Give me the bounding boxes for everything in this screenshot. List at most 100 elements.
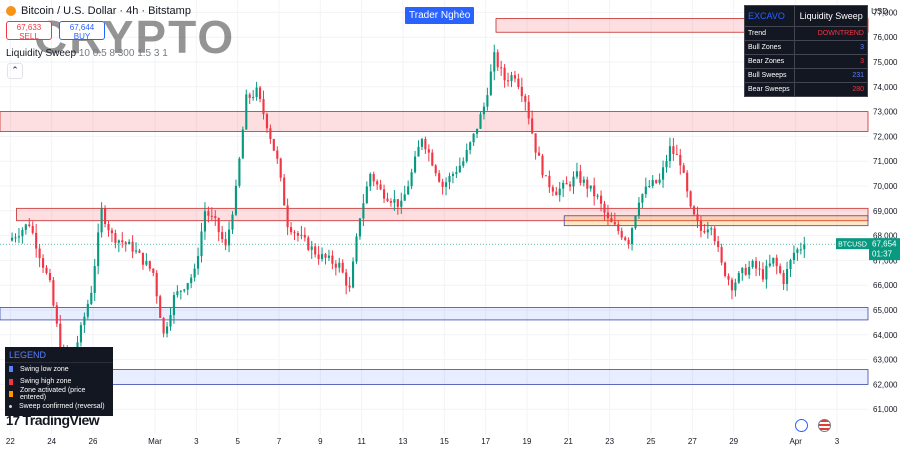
candle-body xyxy=(513,75,517,79)
x-tick-label: 3 xyxy=(835,437,840,446)
candle-body xyxy=(431,152,434,166)
candle-body xyxy=(789,260,792,269)
candle-body xyxy=(389,201,393,203)
candle-body xyxy=(796,249,799,253)
candle-body xyxy=(606,212,610,219)
candle-body xyxy=(369,173,372,187)
table-title-right: Liquidity Sweep xyxy=(794,5,868,27)
indicator-legend[interactable]: Liquidity Sweep 10 0.5 8 300 1.5 3 1 xyxy=(6,48,168,59)
candle-body xyxy=(575,171,579,177)
y-tick-label: 64,000 xyxy=(873,331,898,340)
candle-body xyxy=(338,262,341,268)
candle-body xyxy=(765,265,768,280)
candle-body xyxy=(300,234,303,236)
candle-body xyxy=(479,114,482,129)
candle-body xyxy=(93,266,96,293)
tradingview-logo[interactable]: 17 TradingView xyxy=(6,412,100,428)
candle-body xyxy=(661,167,665,180)
candle-body xyxy=(620,230,623,238)
candle-body xyxy=(152,268,155,273)
candle-body xyxy=(124,242,127,245)
table-row: Bull Zones 3 xyxy=(743,40,868,55)
x-tick-label: 22 xyxy=(6,437,15,446)
currency-label[interactable]: USD xyxy=(871,7,888,16)
candle-body xyxy=(186,283,189,290)
y-tick-label: 75,000 xyxy=(873,58,898,67)
candle-body xyxy=(630,228,634,245)
candle-body xyxy=(717,241,720,248)
candle-body xyxy=(672,146,675,155)
candle-body xyxy=(252,97,255,99)
candle-body xyxy=(696,214,699,221)
candle-body xyxy=(610,218,613,223)
candle-body xyxy=(451,173,455,176)
last-price-tag xyxy=(869,238,900,261)
candle-body xyxy=(403,194,406,201)
candle-body xyxy=(524,96,527,102)
x-tick-label: 29 xyxy=(729,437,738,446)
candle-body xyxy=(107,224,110,231)
candle-body xyxy=(196,256,200,269)
y-tick-label: 70,000 xyxy=(873,182,898,191)
candle-body xyxy=(241,129,244,159)
legend-label: Zone activated (price entered) xyxy=(19,387,86,402)
candle-body xyxy=(424,139,427,150)
bull-zone xyxy=(92,369,869,385)
candle-body xyxy=(469,142,472,151)
candle-body xyxy=(410,172,413,187)
candle-body xyxy=(245,94,248,130)
candle-body xyxy=(627,239,630,245)
table-row-value: DOWNTREND xyxy=(794,26,868,41)
candle-body xyxy=(562,182,565,189)
candle-body xyxy=(720,247,723,263)
candle-body xyxy=(396,199,399,207)
candle-body xyxy=(596,195,599,197)
legend-item: Swing high zone xyxy=(5,376,113,389)
candle-body xyxy=(224,239,227,246)
x-tick-label: 23 xyxy=(605,437,614,446)
legend-swatch xyxy=(9,391,13,398)
candle-body xyxy=(772,257,775,264)
candle-body xyxy=(441,181,444,187)
us-flag-icon[interactable] xyxy=(818,419,831,432)
x-tick-label: 9 xyxy=(318,437,323,446)
candle-body xyxy=(358,218,362,237)
brand-label: Trader Nghèo xyxy=(405,7,475,24)
candle-body xyxy=(565,182,568,185)
x-tick-label: 15 xyxy=(440,437,449,446)
candle-body xyxy=(785,268,789,284)
lightning-event-icon[interactable] xyxy=(795,419,808,432)
symbol-title[interactable]: Bitcoin / U.S. Dollar · 4h · Bitstamp xyxy=(21,5,191,17)
candle-body xyxy=(624,237,627,240)
candle-body xyxy=(699,220,703,231)
candle-body xyxy=(90,292,93,304)
candle-body xyxy=(486,95,489,107)
candle-body xyxy=(248,94,251,98)
candle-body xyxy=(31,225,34,233)
candle-body xyxy=(351,261,355,288)
candle-body xyxy=(155,272,158,297)
y-tick-label: 73,000 xyxy=(873,108,898,117)
candle-body xyxy=(145,261,148,265)
candle-body xyxy=(283,177,286,206)
buy-button[interactable]: 67,644 BUY xyxy=(59,21,105,41)
x-tick-label: 11 xyxy=(358,437,367,446)
candle-body xyxy=(586,179,589,189)
candle-body xyxy=(658,179,661,183)
candle-body xyxy=(317,254,320,259)
table-row-value: 3 xyxy=(794,40,868,55)
table-row-value: 280 xyxy=(794,82,868,97)
chart-header: Bitcoin / U.S. Dollar · 4h · Bitstamp xyxy=(6,5,191,17)
candle-body xyxy=(331,255,334,264)
candle-body xyxy=(462,161,465,166)
legend-item: Sweep confirmed (reversal) xyxy=(5,401,113,414)
collapse-chevron-up-icon[interactable]: ⌃ xyxy=(7,63,23,79)
sell-button[interactable]: 67,633 SELL xyxy=(6,21,52,41)
candle-body xyxy=(417,146,420,157)
candle-body xyxy=(314,246,317,255)
buy-price: 67,644 xyxy=(69,23,95,32)
candle-body xyxy=(207,211,210,216)
candle-body xyxy=(510,75,513,82)
candle-body xyxy=(803,244,806,250)
y-tick-label: 77,000 xyxy=(873,8,898,17)
